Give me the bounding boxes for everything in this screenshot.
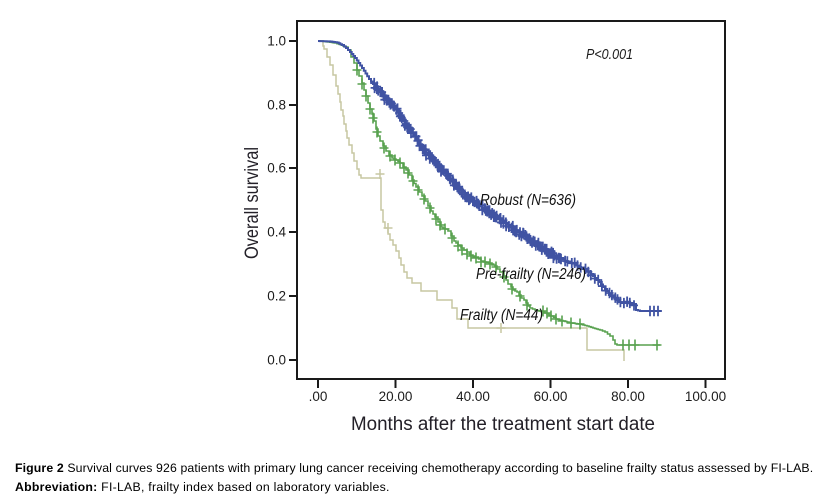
svg-text:.00: .00	[309, 389, 328, 404]
svg-text:P<0.001: P<0.001	[586, 46, 633, 63]
svg-text:60.00: 60.00	[534, 389, 568, 404]
svg-text:Robust (N=636): Robust (N=636)	[480, 192, 576, 209]
svg-text:100.00: 100.00	[685, 389, 726, 404]
svg-text:Overall survival: Overall survival	[242, 147, 263, 259]
svg-text:1.0: 1.0	[267, 34, 286, 49]
svg-text:Months after the treatment sta: Months after the treatment start date	[351, 414, 655, 435]
svg-text:0.6: 0.6	[267, 161, 286, 176]
svg-text:0.0: 0.0	[267, 353, 286, 368]
svg-text:Frailty (N=44): Frailty (N=44)	[460, 307, 543, 324]
svg-text:0.4: 0.4	[267, 225, 286, 240]
svg-text:20.00: 20.00	[379, 389, 413, 404]
svg-text:0.8: 0.8	[267, 98, 286, 113]
svg-text:40.00: 40.00	[456, 389, 490, 404]
svg-text:80.00: 80.00	[611, 389, 645, 404]
svg-text:Pre-frailty (N=246): Pre-frailty (N=246)	[476, 266, 586, 283]
svg-text:0.2: 0.2	[267, 289, 286, 304]
